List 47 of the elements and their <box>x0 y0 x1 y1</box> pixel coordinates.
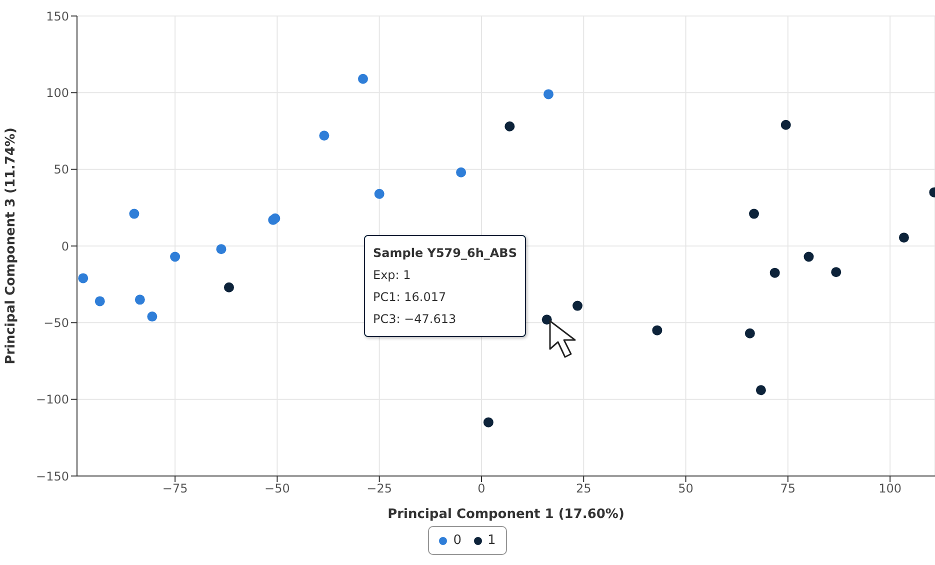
y-tick-label: −50 <box>44 316 69 330</box>
y-tick-label: −100 <box>36 392 69 407</box>
point <box>898 232 909 243</box>
point <box>358 74 368 84</box>
point <box>94 296 105 306</box>
point <box>572 300 582 311</box>
y-axis-title: Principal Component 3 (11.74%) <box>4 128 19 364</box>
point <box>804 252 814 262</box>
point <box>456 167 466 178</box>
point <box>147 312 158 322</box>
y-tick-label: 150 <box>46 9 69 24</box>
point <box>374 188 384 199</box>
point <box>770 268 780 278</box>
x-tick-label: 0 <box>478 482 486 496</box>
legend-label: 0 <box>452 533 462 548</box>
x-tick-label: 25 <box>576 482 592 496</box>
point <box>780 120 791 130</box>
point <box>749 208 760 219</box>
point <box>542 314 552 325</box>
point <box>170 252 180 262</box>
point <box>216 244 226 254</box>
tooltip-box: Sample Y579_6h_ABS Exp: 1 PC1: 16.017 PC3: −47.613 <box>364 235 526 337</box>
point <box>652 325 662 336</box>
x-axis-title: Principal Component 1 (17.60%) <box>388 507 624 522</box>
point <box>129 208 140 219</box>
y-tick-label: 50 <box>54 162 69 177</box>
point <box>224 282 234 292</box>
y-tick-label: −150 <box>36 469 69 484</box>
x-tick-label: 75 <box>780 482 796 496</box>
x-tick-label: 100 <box>878 482 902 496</box>
y-tick-label: 100 <box>46 86 69 100</box>
point <box>504 121 515 132</box>
x-tick-label: −75 <box>162 482 188 496</box>
point <box>483 417 494 428</box>
x-tick-label: −50 <box>264 482 290 496</box>
point <box>134 294 145 305</box>
point <box>756 385 766 396</box>
annotation: Sample Y579_6h_ABS Exp: 1 PC1: 16.017 PC3: −47.613 <box>373 245 517 328</box>
y-tick-label: 0 <box>61 239 69 254</box>
point <box>831 267 842 278</box>
x-tick-label: 50 <box>678 482 694 496</box>
point <box>78 273 88 284</box>
x-tick-label: −25 <box>366 482 392 496</box>
point <box>319 130 330 141</box>
legend-label: 1 <box>486 533 496 548</box>
point <box>744 328 755 338</box>
point <box>543 89 554 100</box>
